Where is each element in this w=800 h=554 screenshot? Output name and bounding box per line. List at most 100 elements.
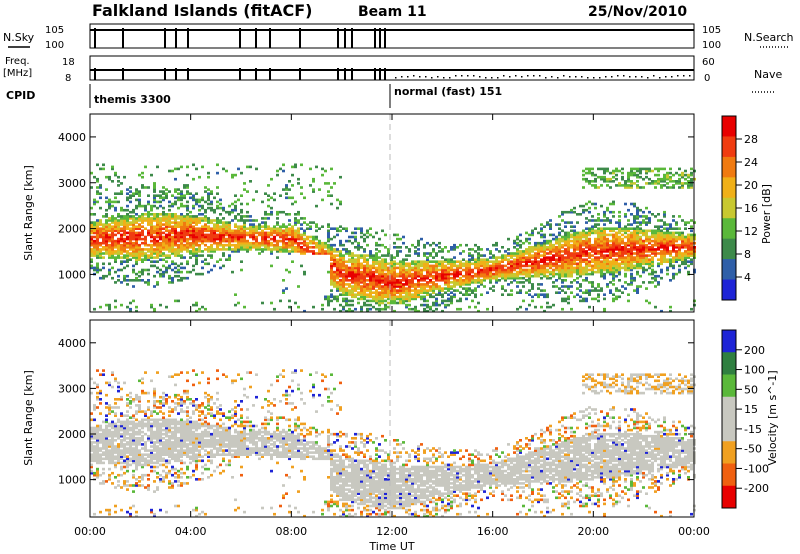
power-cell (648, 178, 651, 181)
nave-dot (491, 77, 493, 79)
power-cell (198, 209, 201, 212)
power-cell (153, 194, 156, 197)
power-cell (159, 205, 162, 208)
power-cell (378, 244, 381, 247)
power-cell (435, 244, 438, 247)
power-cell (93, 308, 96, 311)
power-cell (231, 248, 234, 251)
power-cell (123, 238, 126, 241)
power-cell (606, 227, 609, 230)
power-cell (657, 281, 660, 284)
power-cell (570, 252, 573, 255)
power-cell (357, 298, 360, 301)
power-cell (582, 209, 585, 212)
power-cell (579, 232, 582, 235)
power-cell (132, 300, 135, 303)
power-cell (147, 201, 150, 204)
power-cell (684, 267, 687, 270)
power-cell (192, 269, 195, 272)
power-cell (561, 279, 564, 282)
velocity-cell (99, 398, 102, 401)
power-cell (633, 168, 636, 171)
power-cell (333, 182, 336, 185)
power-cell (219, 219, 222, 222)
power-cell (678, 269, 681, 272)
power-cell (360, 271, 363, 274)
power-cell (294, 302, 297, 305)
power-cell (534, 242, 537, 245)
nave-dot (449, 77, 451, 79)
power-cell (609, 219, 612, 222)
power-cell (651, 170, 654, 173)
velocity-cell (114, 476, 117, 479)
power-cell (396, 273, 399, 276)
power-cell (249, 180, 252, 183)
power-cell (333, 254, 336, 257)
power-cell (612, 234, 615, 237)
power-cell (435, 308, 438, 311)
nave-dot (485, 77, 487, 79)
velocity-cell (120, 412, 123, 415)
power-cell (183, 215, 186, 218)
power-cell (528, 265, 531, 268)
power-cell (222, 265, 225, 268)
power-cell (381, 258, 384, 261)
power-cell (573, 230, 576, 233)
power-cell (375, 289, 378, 292)
cpid-program-1: themis 3300 (94, 93, 171, 106)
power-cell (435, 252, 438, 255)
power-cell (396, 263, 399, 266)
power-cell (207, 176, 210, 179)
power-cell (255, 190, 258, 193)
power-cell (582, 279, 585, 282)
power-cell (348, 267, 351, 270)
power-cell (126, 250, 129, 253)
power-cell (111, 225, 114, 228)
power-cell (213, 223, 216, 226)
power-cell (162, 236, 165, 239)
power-cell (639, 236, 642, 239)
power-cell (246, 227, 249, 230)
power-cell (192, 205, 195, 208)
power-cell (654, 174, 657, 177)
power-cell (516, 308, 519, 311)
power-cell (336, 248, 339, 251)
power-cell (633, 252, 636, 255)
power-cell (594, 271, 597, 274)
power-cell (657, 263, 660, 266)
power-cell (459, 291, 462, 294)
nave-dot (653, 75, 655, 77)
power-cell (396, 246, 399, 249)
power-cell (114, 281, 117, 284)
power-cell (120, 269, 123, 272)
power-cell (288, 188, 291, 191)
power-cell (339, 250, 342, 253)
power-cell (309, 168, 312, 171)
power-cell (435, 298, 438, 301)
power-cell (315, 242, 318, 245)
power-cell (570, 308, 573, 311)
power-cell (177, 232, 180, 235)
power-cell (591, 281, 594, 284)
nave-dot (443, 77, 445, 79)
power-cell (447, 293, 450, 296)
power-cell (168, 209, 171, 212)
power-cell (621, 227, 624, 230)
power-cell (549, 219, 552, 222)
nave-dot (473, 75, 475, 77)
power-cell (237, 199, 240, 202)
power-cell (114, 256, 117, 259)
power-cell (492, 273, 495, 276)
power-cell (645, 287, 648, 290)
power-cell (147, 230, 150, 233)
power-cell (348, 240, 351, 243)
power-cell (564, 298, 567, 301)
power-cell (339, 230, 342, 233)
power-cell (159, 217, 162, 220)
power-cell (378, 291, 381, 294)
power-cell (594, 298, 597, 301)
power-cell (552, 238, 555, 241)
power-cell (186, 260, 189, 263)
power-cell (216, 205, 219, 208)
power-cell (561, 254, 564, 257)
